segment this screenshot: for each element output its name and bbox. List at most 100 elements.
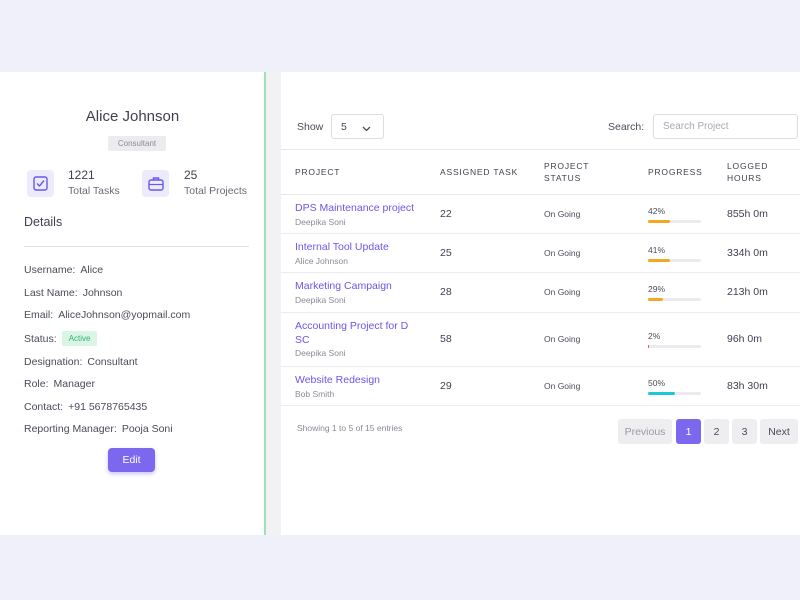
detail-value: +91 5678765435 — [68, 401, 148, 413]
assigned-task-count: 22 — [440, 208, 452, 220]
project-link[interactable]: Accounting Project for D SC — [295, 319, 408, 347]
project-link[interactable]: Internal Tool Update — [295, 241, 389, 253]
assigned-task-count: 28 — [440, 286, 452, 298]
progress-bar — [648, 259, 701, 262]
table-header-bottom-border — [281, 194, 800, 195]
project-status: On Going — [544, 248, 581, 258]
total-projects-label: Total Projects — [184, 185, 248, 197]
role-badge: Consultant — [108, 136, 166, 151]
details-divider — [24, 246, 249, 247]
detail-designation: Designation: Consultant — [24, 356, 138, 368]
project-owner: Deepika Soni — [295, 217, 346, 227]
project-link[interactable]: DPS Maintenance project — [295, 202, 415, 214]
panel-gutter — [266, 72, 281, 535]
header-line: STATUS — [544, 173, 582, 183]
chevron-down-icon — [362, 123, 371, 135]
project-link-line: Accounting Project for D — [295, 320, 409, 332]
details-title: Details — [24, 215, 63, 229]
column-header-project-status: PROJECT STATUS — [544, 160, 589, 184]
detail-reporting-manager: Reporting Manager: Pooja Soni — [24, 423, 173, 435]
assigned-task-count: 29 — [440, 380, 452, 392]
next-page-button[interactable]: Next — [760, 419, 798, 444]
logged-hours: 83h 30m — [727, 380, 768, 392]
row-divider — [281, 272, 800, 273]
project-owner: Bob Smith — [295, 389, 335, 399]
row-divider — [281, 312, 800, 313]
previous-page-button[interactable]: Previous — [618, 419, 672, 444]
project-status: On Going — [544, 334, 581, 344]
progress-fill — [648, 298, 664, 301]
project-owner: Alice Johnson — [295, 256, 348, 266]
detail-label: Role: — [24, 378, 49, 390]
project-status: On Going — [544, 287, 581, 297]
project-link[interactable]: Marketing Campaign — [295, 280, 392, 292]
profile-name: Alice Johnson — [85, 108, 180, 125]
checkbox-icon — [27, 170, 54, 197]
detail-value: Johnson — [82, 287, 123, 299]
project-link-line: SC — [295, 334, 310, 346]
header-line: HOURS — [727, 173, 762, 183]
column-header-assigned-task: ASSIGNED TASK — [440, 167, 519, 177]
column-header-project: PROJECT — [295, 167, 341, 177]
logged-hours: 96h 0m — [727, 333, 763, 345]
detail-last-name: Last Name: Johnson — [24, 287, 122, 299]
page-3-button[interactable]: 3 — [732, 419, 757, 444]
detail-value: Manager — [53, 378, 95, 390]
detail-label: Username: — [24, 264, 76, 276]
progress-percent: 41% — [648, 245, 666, 255]
progress-fill — [648, 345, 650, 348]
detail-value: Pooja Soni — [121, 423, 173, 435]
detail-role: Role: Manager — [24, 378, 95, 390]
detail-email: Email: AliceJohnson@yopmail.com — [24, 309, 190, 321]
assigned-task-count: 25 — [440, 247, 452, 259]
detail-value: Alice — [80, 264, 104, 276]
logged-hours: 213h 0m — [727, 286, 768, 298]
edit-button[interactable]: Edit — [108, 448, 155, 472]
detail-label: Designation: — [24, 356, 83, 368]
progress-percent: 50% — [648, 378, 666, 388]
detail-value: AliceJohnson@yopmail.com — [58, 309, 191, 321]
logged-hours: 855h 0m — [727, 208, 768, 220]
table-header-top-border — [281, 149, 800, 150]
progress-bar — [648, 392, 701, 395]
project-status: On Going — [544, 209, 581, 219]
total-tasks-label: Total Tasks — [68, 185, 120, 197]
row-divider — [281, 233, 800, 234]
total-projects-value: 25 — [184, 168, 198, 182]
detail-contact: Contact: +91 5678765435 — [24, 401, 147, 413]
project-status: On Going — [544, 381, 581, 391]
briefcase-icon — [142, 170, 169, 197]
show-label: Show — [297, 121, 324, 133]
project-owner: Deepika Soni — [295, 348, 346, 358]
column-header-progress: PROGRESS — [648, 167, 703, 177]
header-line: PROJECT — [544, 161, 590, 171]
search-input[interactable] — [653, 114, 798, 139]
detail-value: Consultant — [87, 356, 138, 368]
project-owner: Deepika Soni — [295, 295, 346, 305]
progress-bar — [648, 298, 701, 301]
entries-select-value: 5 — [341, 120, 347, 133]
entries-select[interactable]: 5 — [331, 114, 384, 139]
detail-label: Reporting Manager: — [24, 423, 117, 435]
progress-percent: 2% — [648, 331, 661, 341]
detail-label: Status: — [24, 332, 57, 345]
column-header-logged-hours: LOGGED HOURS — [727, 160, 768, 184]
profile-panel: Alice Johnson Consultant 1221 Total Task… — [0, 72, 265, 535]
progress-fill — [648, 392, 675, 395]
progress-fill — [648, 259, 670, 262]
assigned-task-count: 58 — [440, 333, 452, 345]
profile-page: Alice Johnson Consultant 1221 Total Task… — [0, 72, 800, 535]
detail-label: Last Name: — [24, 287, 78, 299]
page-1-button[interactable]: 1 — [676, 419, 701, 444]
progress-bar — [648, 220, 701, 223]
page-2-button[interactable]: 2 — [704, 419, 729, 444]
total-tasks-value: 1221 — [68, 168, 95, 182]
progress-percent: 29% — [648, 284, 666, 294]
project-link[interactable]: Website Redesign — [295, 374, 381, 386]
detail-username: Username: Alice — [24, 264, 103, 276]
entries-info: Showing 1 to 5 of 15 entries — [297, 423, 403, 433]
header-line: LOGGED — [727, 161, 769, 171]
status-badge: Active — [61, 331, 98, 346]
panel-divider — [264, 72, 266, 535]
progress-fill — [648, 220, 671, 223]
